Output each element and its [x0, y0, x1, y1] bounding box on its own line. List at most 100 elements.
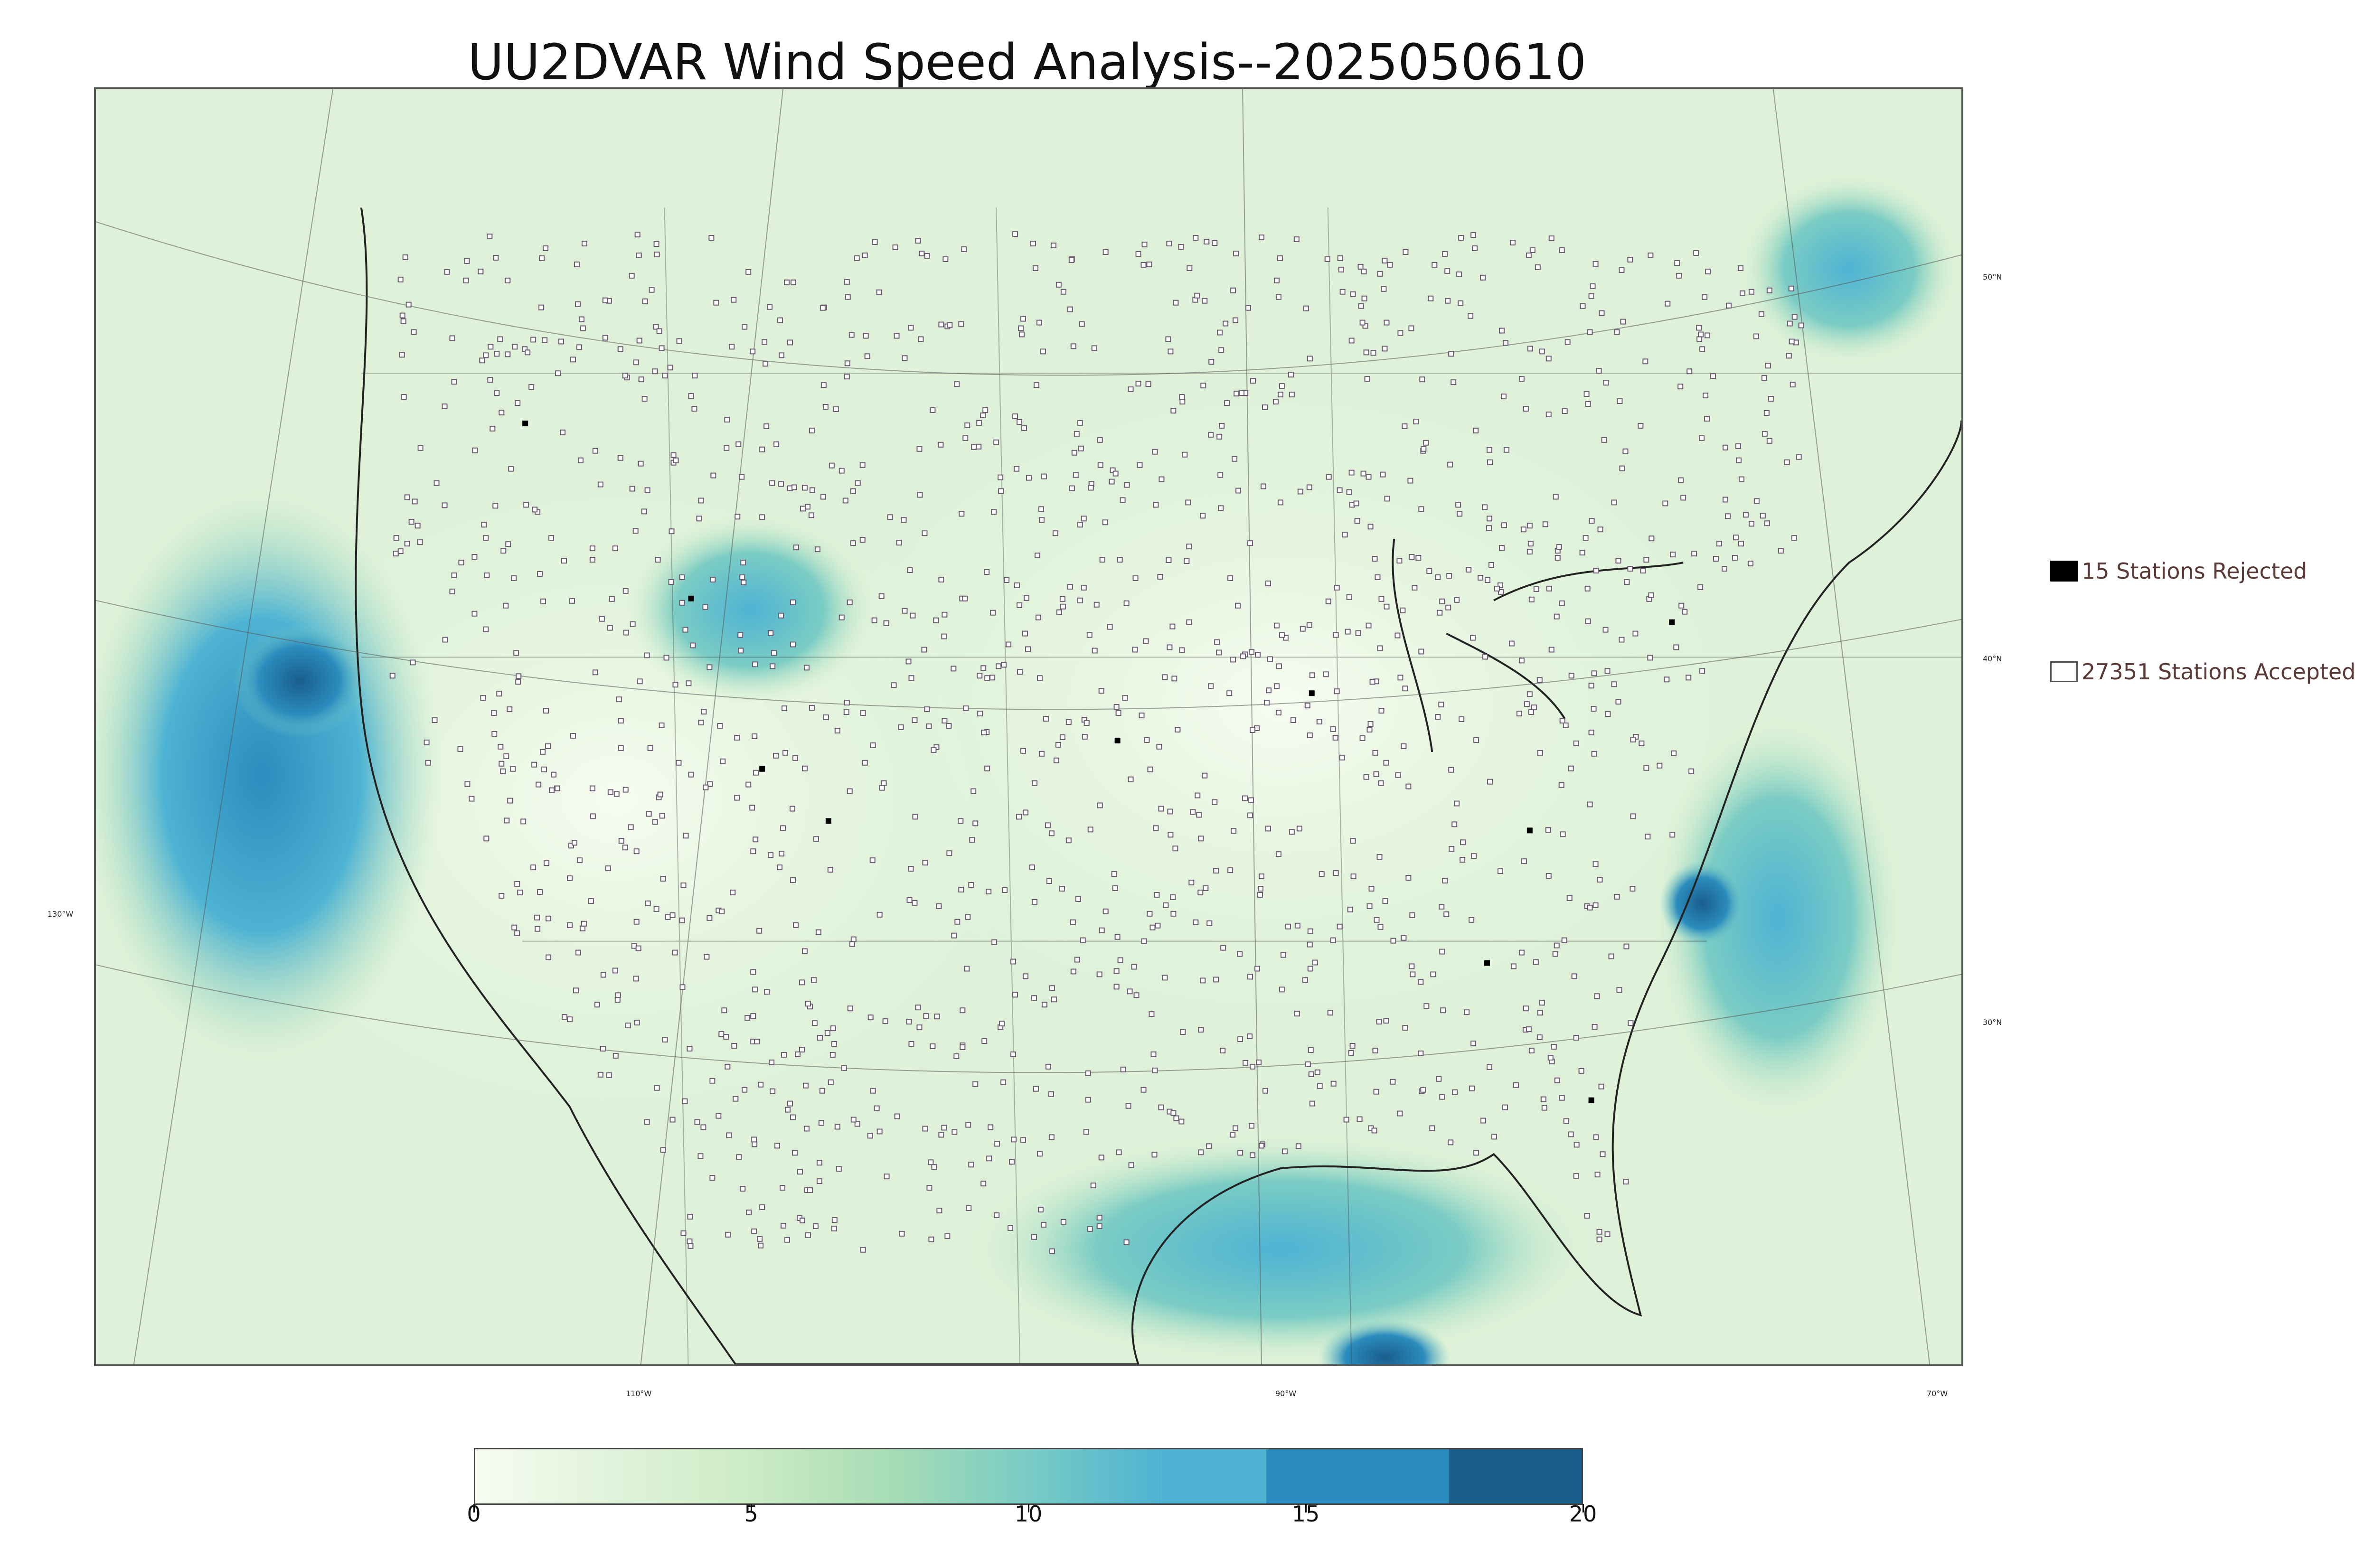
- station-marker: [1518, 949, 1525, 956]
- station-marker: [1327, 1010, 1333, 1016]
- station-marker: [758, 1242, 764, 1249]
- station-marker: [1092, 648, 1098, 654]
- station-marker: [1548, 235, 1554, 242]
- station-marker: [1158, 806, 1164, 812]
- station-marker: [1307, 356, 1313, 362]
- station-marker: [984, 765, 990, 771]
- station-marker: [1272, 399, 1279, 405]
- station-marker: [1179, 399, 1186, 405]
- station-marker: [1526, 523, 1533, 529]
- station-marker: [1501, 522, 1507, 528]
- station-marker: [822, 404, 829, 410]
- station-marker: [1091, 345, 1097, 351]
- station-marker: [1487, 1064, 1493, 1070]
- station-marker: [1098, 688, 1104, 694]
- station-marker: [471, 610, 478, 617]
- station-marker: [1306, 622, 1312, 628]
- station-marker: [1491, 1134, 1497, 1140]
- station-marker: [1217, 329, 1223, 336]
- station-marker: [1193, 919, 1199, 925]
- station-marker: [710, 576, 716, 582]
- station-marker: [1010, 1051, 1017, 1057]
- station-marker: [1597, 526, 1603, 533]
- station-marker: [1376, 854, 1383, 860]
- station-marker: [463, 277, 469, 283]
- station-marker: [838, 468, 845, 474]
- station-marker: [1113, 984, 1120, 990]
- station-marker: [778, 612, 784, 619]
- station-marker: [791, 484, 797, 490]
- station-marker: [1686, 675, 1692, 681]
- station-marker: [469, 796, 475, 802]
- station-marker: [1704, 415, 1710, 422]
- station-marker: [1587, 904, 1593, 911]
- station-marker: [1048, 1091, 1054, 1097]
- station-marker: [1738, 541, 1744, 547]
- station-marker: [660, 876, 666, 882]
- station-marker: [1470, 635, 1476, 641]
- station-marker: [1753, 498, 1760, 504]
- station-marker: [625, 1023, 631, 1029]
- station-marker: [514, 930, 520, 936]
- station-marker: [696, 516, 702, 522]
- station-marker: [1279, 986, 1285, 993]
- station-marker: [692, 373, 698, 379]
- station-marker: [951, 666, 957, 672]
- station-marker: [1596, 1236, 1602, 1242]
- colorbar-tick: [1028, 1504, 1029, 1512]
- station-marker: [1040, 348, 1046, 355]
- station-marker: [1743, 512, 1749, 518]
- station-marker: [1116, 1149, 1122, 1155]
- station-marker: [607, 625, 613, 631]
- station-marker: [1446, 573, 1452, 579]
- station-marker: [497, 336, 503, 342]
- station-marker: [1500, 394, 1507, 400]
- station-marker: [991, 939, 998, 945]
- station-marker: [1513, 1082, 1519, 1088]
- station-marker: [759, 446, 765, 452]
- station-marker: [515, 679, 521, 685]
- station-marker: [1135, 251, 1141, 257]
- station-marker: [1418, 979, 1424, 985]
- station-marker: [1723, 497, 1728, 503]
- station-marker: [698, 498, 704, 504]
- station-marker: [926, 1185, 933, 1191]
- station-marker: [669, 1117, 676, 1123]
- station-marker: [589, 557, 595, 563]
- station-marker: [633, 848, 640, 854]
- wind-speed-map[interactable]: [94, 87, 1963, 1366]
- station-marker: [730, 889, 736, 895]
- station-marker: [1620, 319, 1626, 325]
- station-marker: [1102, 908, 1109, 914]
- station-marker: [399, 312, 405, 319]
- station-marker: [938, 576, 944, 582]
- station-marker: [618, 838, 624, 844]
- station-marker: [709, 1078, 716, 1084]
- station-marker: [1141, 938, 1147, 944]
- station-marker: [1059, 734, 1065, 740]
- station-marker: [1090, 1183, 1096, 1189]
- station-marker: [1257, 892, 1263, 898]
- station-marker: [676, 760, 682, 766]
- station-marker: [1325, 598, 1331, 604]
- station-marker: [566, 875, 573, 882]
- station-marker: [1703, 393, 1709, 399]
- station-marker: [493, 254, 499, 261]
- station-marker: [405, 301, 412, 308]
- station-marker: [1204, 239, 1210, 245]
- station-marker: [525, 349, 531, 356]
- station-marker: [635, 945, 641, 951]
- station-marker: [659, 345, 665, 351]
- station-marker: [782, 750, 789, 756]
- station-marker: [1279, 632, 1285, 638]
- station-marker: [745, 781, 752, 788]
- station-marker: [630, 621, 636, 627]
- station-marker: [680, 883, 687, 888]
- station-marker: [953, 1053, 960, 1059]
- legend-accepted: 27351 Stations Accepted: [2050, 659, 2355, 685]
- rejected-station-swatch: [2050, 561, 2078, 582]
- station-marker: [513, 650, 519, 656]
- station-marker: [1545, 356, 1552, 362]
- station-marker: [921, 647, 927, 653]
- station-marker: [1178, 244, 1184, 250]
